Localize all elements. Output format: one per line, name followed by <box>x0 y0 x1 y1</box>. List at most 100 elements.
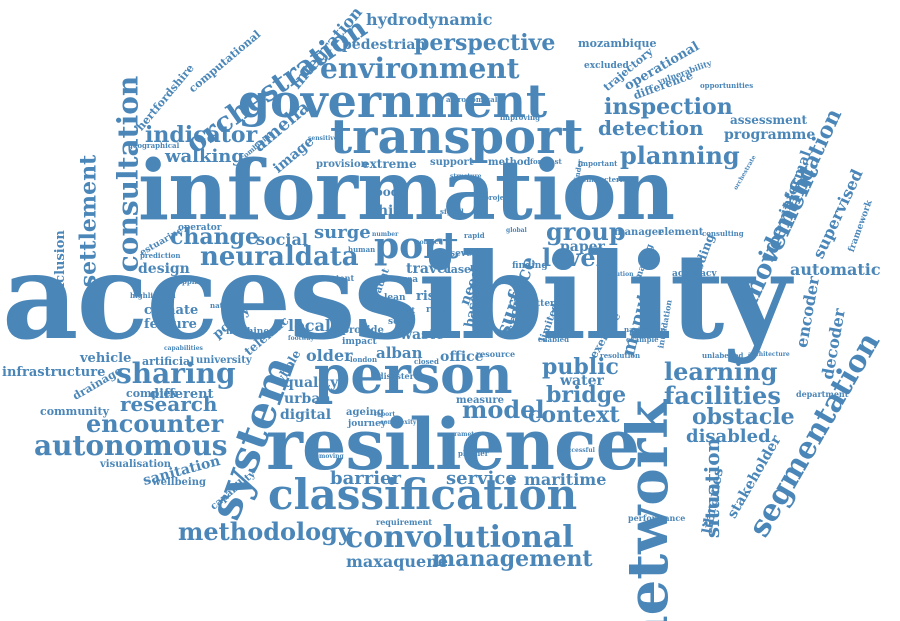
word: consulting <box>702 229 744 238</box>
word: climate <box>144 303 199 318</box>
word: measure <box>456 395 504 406</box>
word: service <box>446 468 517 489</box>
word: change <box>170 224 260 250</box>
word: navigation <box>624 325 666 334</box>
word: mapping <box>170 277 205 286</box>
word: automatic <box>790 260 881 279</box>
word: provision <box>316 159 368 170</box>
word: community <box>40 405 109 418</box>
word: programme <box>724 127 816 143</box>
word: human <box>348 245 376 254</box>
word: planning <box>620 141 740 170</box>
word: machine <box>226 327 270 337</box>
word: exclusion <box>52 230 68 299</box>
word: digital <box>280 407 332 423</box>
word: network <box>615 399 682 621</box>
word: office <box>440 349 484 365</box>
word: social <box>256 230 308 249</box>
word: excluded <box>584 61 629 71</box>
word: lean <box>384 293 406 303</box>
word: characteristic <box>582 175 637 184</box>
word: pedestrian <box>342 37 426 53</box>
word: transport <box>330 109 584 165</box>
word: global <box>506 227 527 234</box>
word: consultation <box>111 75 145 273</box>
word: astronomical <box>446 95 498 104</box>
word: ship <box>370 203 404 219</box>
word: university <box>196 355 252 366</box>
word: perspective <box>414 30 556 56</box>
word: different <box>150 387 214 402</box>
word: level <box>542 243 605 272</box>
word: settlement <box>75 154 102 288</box>
word: public <box>542 354 619 380</box>
word: conflict <box>416 239 442 246</box>
word: maritime <box>524 470 607 489</box>
word: complex <box>126 387 178 400</box>
word: geographical <box>128 141 180 150</box>
word: water <box>560 373 604 389</box>
word: successful <box>560 447 595 454</box>
word: national <box>210 301 243 310</box>
word: autonomous <box>34 429 228 462</box>
word: port <box>374 225 459 267</box>
word: artificial <box>142 355 195 368</box>
word: forecast <box>530 157 562 166</box>
word: solid <box>388 317 413 327</box>
word: alban <box>376 344 423 362</box>
word: environment <box>320 52 520 85</box>
word: group <box>546 217 626 246</box>
word: research <box>120 392 218 416</box>
word: important <box>578 159 618 168</box>
word: maxaquene <box>346 552 449 571</box>
word: waste <box>400 327 445 343</box>
word: opportunities <box>700 81 754 90</box>
word: case <box>444 263 472 276</box>
word: neuraldata <box>200 242 359 272</box>
word: user <box>470 263 493 273</box>
word: walking <box>165 146 244 167</box>
word: signal <box>440 207 464 216</box>
word: model <box>462 395 545 424</box>
word: wellbeing <box>152 477 206 488</box>
word: example <box>626 335 659 344</box>
word: assessment <box>730 113 808 127</box>
word: framework <box>846 199 875 254</box>
word: paper <box>560 239 605 255</box>
word: accessibility <box>2 227 791 366</box>
word: department <box>796 389 849 399</box>
word: support <box>430 157 474 168</box>
word: vehicle <box>80 351 132 366</box>
word: finding <box>512 261 548 271</box>
word: facilities <box>664 381 781 410</box>
word: management <box>432 546 593 572</box>
word: resilience <box>266 403 640 486</box>
word: flood <box>366 185 400 199</box>
word: feature <box>144 317 197 332</box>
word: classification <box>268 470 578 519</box>
word: surge <box>314 222 371 243</box>
word: disaster <box>378 371 414 381</box>
word: disabled <box>686 426 771 447</box>
word: design <box>138 261 190 277</box>
word: older <box>306 346 353 365</box>
word: obstacle <box>692 404 795 430</box>
word: local <box>288 316 331 335</box>
word: accuracy <box>672 269 717 279</box>
word: performance <box>628 513 686 523</box>
word: post <box>396 305 416 315</box>
word: detection <box>598 116 704 140</box>
word: risk <box>416 289 445 304</box>
word: prediction <box>140 251 181 260</box>
word: unlabelled <box>702 351 744 360</box>
word: journey <box>348 419 387 429</box>
word: method <box>488 157 531 168</box>
word: capabilities <box>164 345 203 352</box>
word: bridge <box>546 382 627 408</box>
word: footway <box>288 335 314 342</box>
word: solution <box>606 271 634 278</box>
word: removing <box>312 453 344 460</box>
word: manager <box>614 227 664 238</box>
word: parameter <box>446 431 482 438</box>
